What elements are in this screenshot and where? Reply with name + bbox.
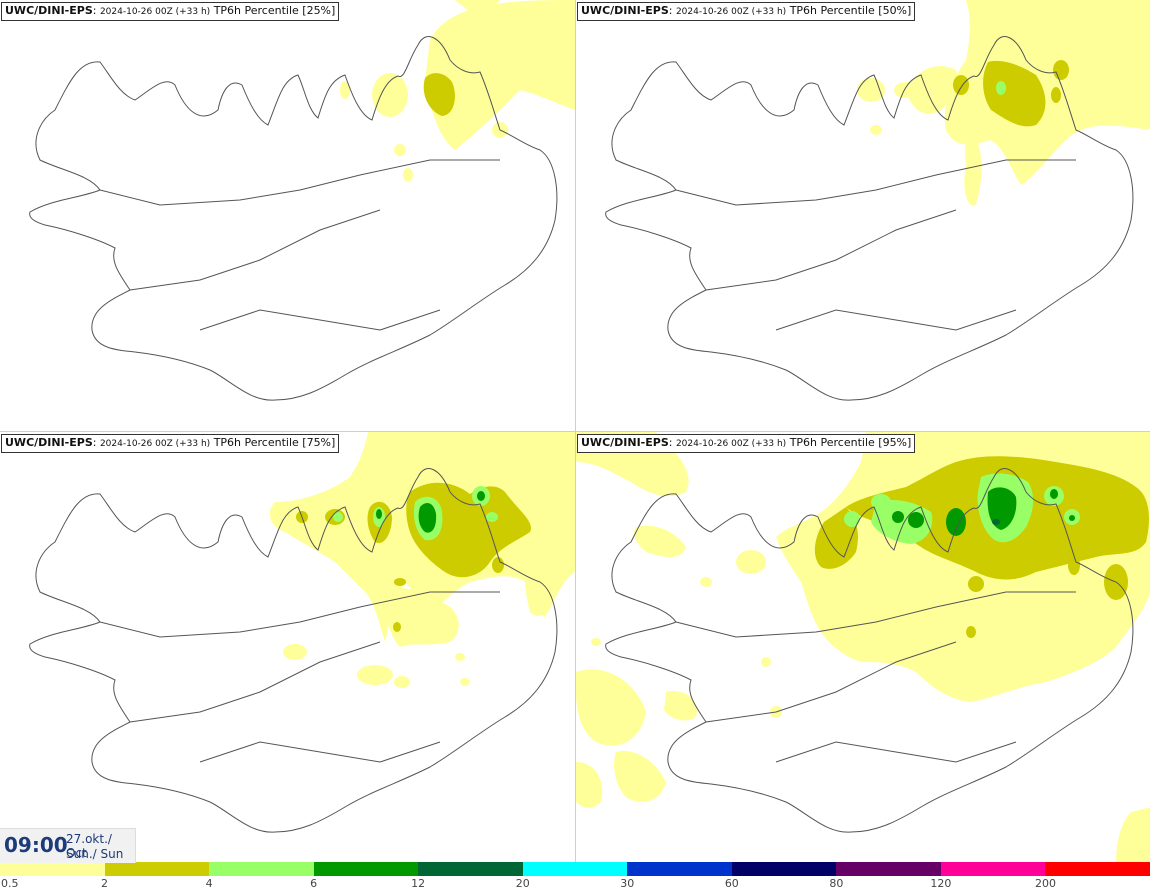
panel-divider-horizontal: [0, 431, 1150, 432]
color-legend: 0.5 2 4 6 12 20 30 60 80 120 200: [0, 862, 1150, 891]
valid-date: 27.okt./ Oct: [66, 832, 112, 860]
map-canvas: [29, 0, 575, 401]
legend-swatch: [1045, 862, 1150, 876]
legend-swatch: [209, 862, 315, 876]
product-label: TP6h Percentile [75%]: [213, 436, 336, 449]
legend-swatch: [940, 862, 1046, 876]
panel-title: UWC/DINI-EPS: 2024-10-26 00Z (+33 h) TP6…: [1, 434, 340, 453]
model-name: UWC/DINI-EPS: [581, 436, 669, 449]
legend-swatch: [731, 862, 837, 876]
legend-swatch: [836, 862, 942, 876]
precip-shading: [857, 0, 1150, 206]
panel-title: UWC/DINI-EPS: 2024-10-26 00Z (+33 h) TP6…: [577, 2, 916, 21]
legend-label: 12: [411, 877, 426, 890]
panel-title: UWC/DINI-EPS: 2024-10-26 00Z (+33 h) TP6…: [577, 434, 916, 453]
legend-swatch: [522, 862, 628, 876]
map-canvas: [605, 0, 1150, 401]
iceland-outline: [29, 36, 558, 401]
valid-day: Sun./ Sun: [66, 847, 124, 861]
map-panel-p75: UWC/DINI-EPS: 2024-10-26 00Z (+33 h) TP6…: [0, 432, 575, 863]
legend-label: 30: [620, 877, 635, 890]
legend-label: 6: [310, 877, 318, 890]
iceland-outline: [29, 468, 558, 833]
valid-time-box: 09:00 27.okt./ Oct Sun./ Sun: [0, 828, 136, 863]
legend-swatch: [104, 862, 210, 876]
legend-label: 0.5: [1, 877, 19, 890]
legend-swatch: [418, 862, 524, 876]
iceland-outline: [605, 36, 1134, 401]
precip-shading: [576, 432, 1150, 863]
map-canvas: [576, 432, 1150, 863]
model-name: UWC/DINI-EPS: [5, 4, 93, 17]
precip-shading: [340, 0, 575, 182]
panel-title: UWC/DINI-EPS: 2024-10-26 00Z (+33 h) TP6…: [1, 2, 340, 21]
valid-time: 09:00: [4, 833, 68, 857]
product-label: TP6h Percentile [95%]: [789, 436, 912, 449]
precip-shading: [269, 432, 575, 688]
legend-swatch: [627, 862, 733, 876]
legend-label: 60: [724, 877, 739, 890]
model-name: UWC/DINI-EPS: [581, 4, 669, 17]
map-canvas: [29, 432, 575, 833]
legend-swatch: [313, 862, 419, 876]
map-panel-p25: UWC/DINI-EPS: 2024-10-26 00Z (+33 h) TP6…: [0, 0, 575, 431]
product-label: TP6h Percentile [50%]: [789, 4, 912, 17]
map-panel-p95: UWC/DINI-EPS: 2024-10-26 00Z (+33 h) TP6…: [576, 432, 1150, 863]
model-name: UWC/DINI-EPS: [5, 436, 93, 449]
legend-label: 20: [515, 877, 530, 890]
legend-label: 80: [829, 877, 844, 890]
product-label: TP6h Percentile [25%]: [213, 4, 336, 17]
legend-swatch: [0, 862, 105, 876]
map-panel-p50: UWC/DINI-EPS: 2024-10-26 00Z (+33 h) TP6…: [576, 0, 1150, 431]
run-info: 2024-10-26 00Z (+33 h): [675, 439, 787, 449]
legend-label: 120: [930, 877, 952, 890]
iceland-outline: [605, 468, 1134, 833]
legend-label: 200: [1034, 877, 1056, 890]
run-info: 2024-10-26 00Z (+33 h): [675, 7, 787, 17]
run-info: 2024-10-26 00Z (+33 h): [99, 7, 211, 17]
run-info: 2024-10-26 00Z (+33 h): [99, 439, 211, 449]
legend-label: 4: [205, 877, 213, 890]
legend-label: 2: [101, 877, 109, 890]
